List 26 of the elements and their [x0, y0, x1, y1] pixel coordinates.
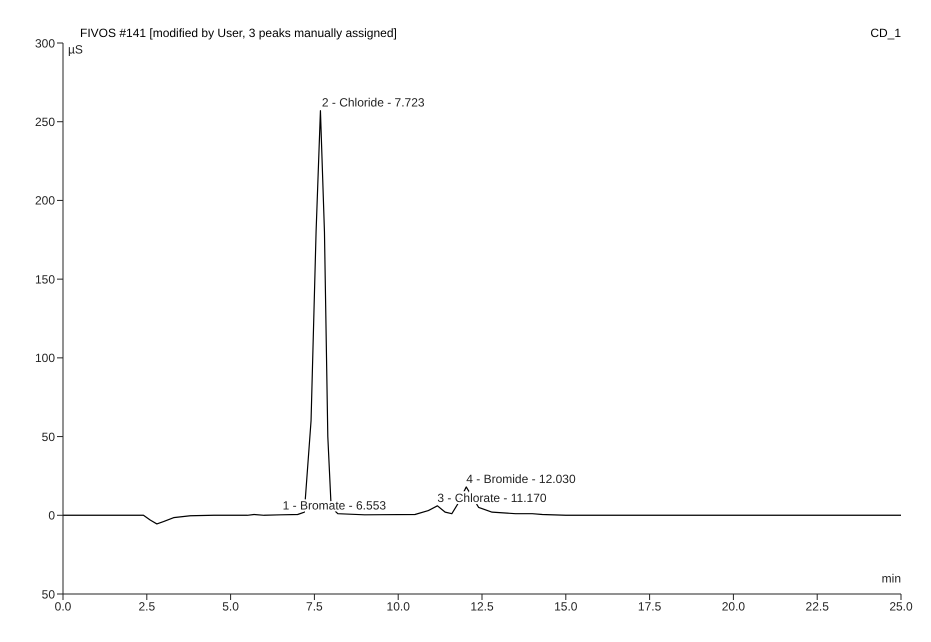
- chart-title: FIVOS #141 [modified by User, 3 peaks manually assigned]: [80, 26, 397, 40]
- x-tick-label: 15.0: [554, 600, 578, 614]
- line-series: [63, 110, 901, 525]
- y-tick-label: 50: [42, 430, 56, 444]
- x-tick-label: 10.0: [386, 600, 410, 614]
- x-tick-label: 5.0: [222, 600, 240, 614]
- x-tick-label: 25.0: [889, 600, 913, 614]
- y-tick-label: 100: [34, 351, 56, 366]
- y-tick-label: 250: [34, 114, 56, 129]
- x-tick-label: 12.5: [470, 600, 494, 614]
- chart-subtitle: CD_1: [870, 26, 901, 40]
- x-tick-label: 2.5: [138, 600, 156, 614]
- y-tick-label: 0: [48, 508, 56, 523]
- y-axis-title: µS: [68, 42, 83, 57]
- y-tick-label: 200: [34, 194, 56, 208]
- annotation: 4 - Bromide - 12.030: [466, 472, 576, 486]
- x-tick-label: 7.5: [306, 600, 324, 614]
- x-tick-label: 22.5: [806, 600, 830, 614]
- x-tick-label: 20.0: [722, 600, 746, 614]
- y-tick-label: 50: [42, 587, 56, 602]
- y-tick-label: 300: [34, 36, 56, 50]
- x-axis-title: min: [882, 572, 901, 586]
- y-tick-label: 150: [34, 272, 56, 286]
- annotation: 2 - Chloride - 7.723: [322, 96, 425, 110]
- x-tick-label: 0.0: [54, 600, 72, 614]
- x-tick-label: 17.5: [638, 600, 662, 614]
